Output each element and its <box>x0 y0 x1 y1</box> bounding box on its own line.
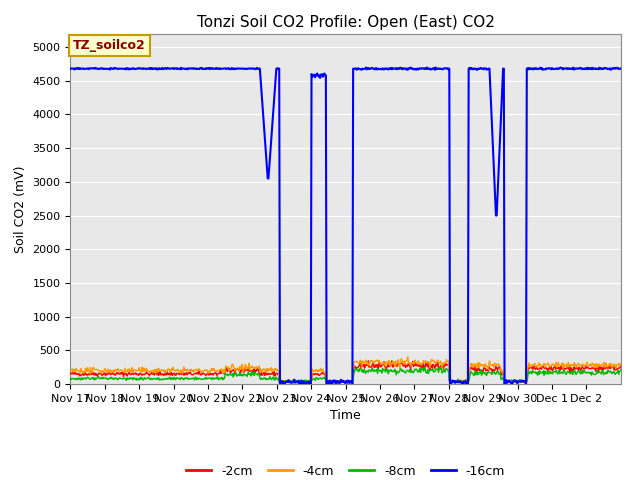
X-axis label: Time: Time <box>330 409 361 422</box>
Title: Tonzi Soil CO2 Profile: Open (East) CO2: Tonzi Soil CO2 Profile: Open (East) CO2 <box>196 15 495 30</box>
Legend: -2cm, -4cm, -8cm, -16cm: -2cm, -4cm, -8cm, -16cm <box>181 460 510 480</box>
Text: TZ_soilco2: TZ_soilco2 <box>73 39 146 52</box>
Y-axis label: Soil CO2 (mV): Soil CO2 (mV) <box>14 165 27 252</box>
